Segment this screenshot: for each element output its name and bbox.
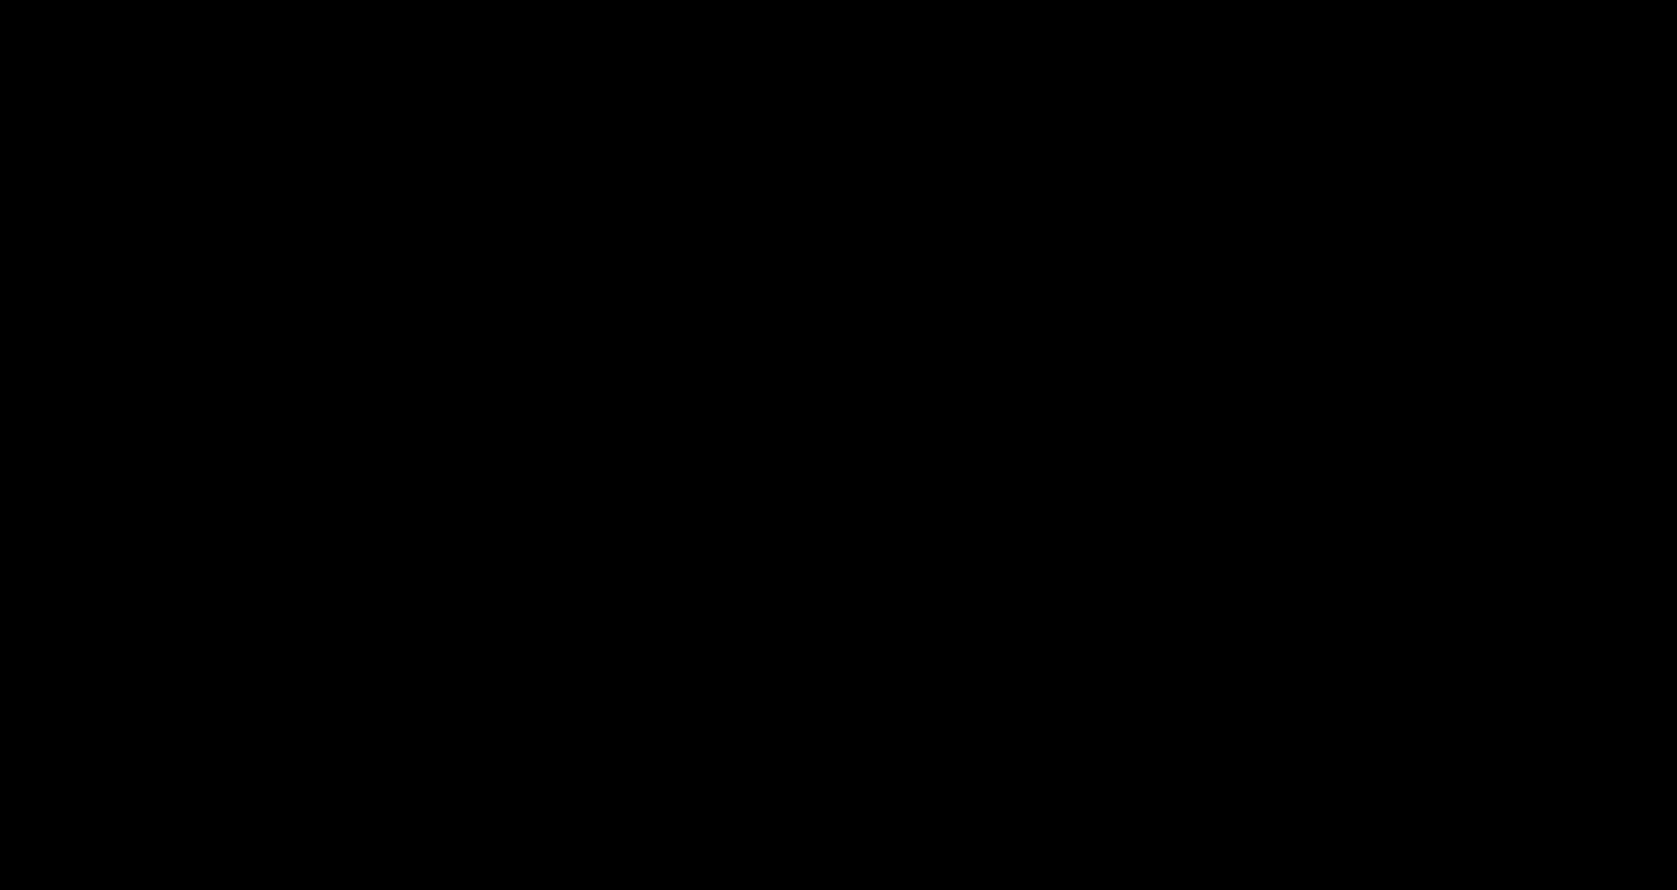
word-cloud (0, 0, 1677, 890)
